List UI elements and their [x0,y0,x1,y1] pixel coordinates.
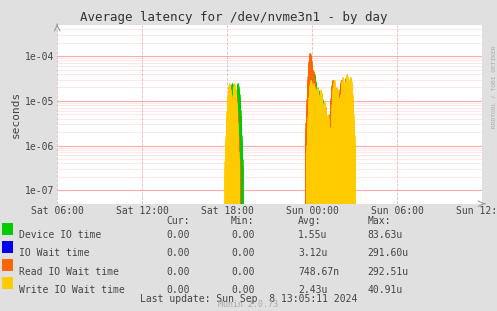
Text: 0.00: 0.00 [231,285,254,295]
Text: 0.00: 0.00 [231,248,254,258]
Text: 3.12u: 3.12u [298,248,328,258]
Text: 292.51u: 292.51u [368,267,409,276]
Text: RRDTOOL / TOBI OETIKER: RRDTOOL / TOBI OETIKER [491,46,496,128]
Text: Cur:: Cur: [166,216,190,226]
Text: Write IO Wait time: Write IO Wait time [19,285,125,295]
Text: Max:: Max: [368,216,391,226]
Text: IO Wait time: IO Wait time [19,248,89,258]
Text: 83.63u: 83.63u [368,230,403,240]
Text: 0.00: 0.00 [166,230,190,240]
Text: Average latency for /dev/nvme3n1 - by day: Average latency for /dev/nvme3n1 - by da… [80,11,387,24]
Text: Read IO Wait time: Read IO Wait time [19,267,119,276]
Text: Min:: Min: [231,216,254,226]
Text: Munin 2.0.73: Munin 2.0.73 [219,300,278,309]
Text: 1.55u: 1.55u [298,230,328,240]
Text: 291.60u: 291.60u [368,248,409,258]
Text: Device IO time: Device IO time [19,230,101,240]
Text: 748.67n: 748.67n [298,267,339,276]
Text: 0.00: 0.00 [231,267,254,276]
Text: 0.00: 0.00 [231,230,254,240]
Text: 40.91u: 40.91u [368,285,403,295]
Text: Avg:: Avg: [298,216,322,226]
Text: 2.43u: 2.43u [298,285,328,295]
Text: 0.00: 0.00 [166,248,190,258]
Y-axis label: seconds: seconds [11,91,21,138]
Text: 0.00: 0.00 [166,285,190,295]
Text: Last update: Sun Sep  8 13:05:11 2024: Last update: Sun Sep 8 13:05:11 2024 [140,294,357,304]
Text: 0.00: 0.00 [166,267,190,276]
